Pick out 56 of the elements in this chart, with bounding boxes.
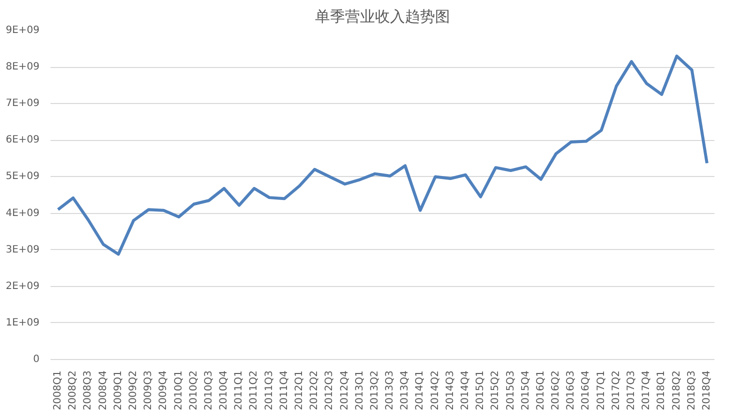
x-tick-label: 2009Q3 [143,370,154,410]
y-tick-label: 2E+09 [6,280,40,292]
x-tick-label: 2012Q3 [324,370,336,410]
x-tick-label: 2018Q2 [671,370,682,410]
y-tick-label: 5E+09 [6,171,40,182]
x-tick-label: 2008Q1 [52,370,64,410]
chart-title: 单季营业收入趋势图 [315,8,450,26]
y-tick-label: 0 [33,354,40,365]
x-tick-label: 2013Q3 [384,370,396,410]
x-tick-label: 2016Q3 [566,370,577,410]
x-tick-label: 2015Q2 [490,370,502,410]
x-tick-label: 2014Q2 [430,370,441,410]
line-series [56,54,708,256]
x-tick-label: 2010Q1 [173,370,184,410]
x-tick-label: 2009Q1 [112,370,124,410]
y-tick-label: 6E+09 [6,134,40,146]
x-tick-label: 2013Q4 [400,370,411,410]
x-tick-label: 2010Q3 [203,370,214,410]
y-tick-label: 7E+09 [6,98,40,110]
x-tick-label: 2010Q4 [218,370,230,410]
x-tick-label: 2017Q1 [596,370,607,410]
x-tick-label: 2008Q4 [98,370,109,410]
x-tick-label: 2009Q4 [158,370,170,410]
x-tick-label: 2012Q1 [294,370,305,410]
y-tick-label: 9E+09 [6,25,40,36]
x-tick-label: 2012Q2 [309,370,320,410]
x-tick-label: 2011Q4 [278,370,290,410]
y-tick-label: 3E+09 [6,244,40,256]
x-tick-label: 2017Q4 [641,370,652,410]
x-tick-label: 2014Q3 [444,370,456,410]
x-tick-label: 2017Q2 [610,370,622,410]
x-tick-label: 2014Q4 [460,370,471,410]
x-tick-label: 2015Q4 [520,370,532,410]
x-tick-label: 2016Q2 [550,370,562,410]
y-tick-label: 1E+09 [6,317,40,328]
x-tick-label: 2016Q4 [580,370,592,410]
y-tick-label: 4E+09 [6,208,40,219]
x-tick-label: 2012Q4 [339,370,350,410]
x-tick-label: 2011Q1 [234,370,245,410]
x-tick-label: 2018Q4 [701,370,712,410]
x-tick-label: 2011Q3 [264,370,275,410]
x-tick-label: 2015Q3 [505,370,516,410]
x-tick-label: 2010Q2 [188,370,200,410]
x-tick-label: 2013Q2 [369,370,380,410]
x-tick-label: 2014Q1 [414,370,426,410]
x-tick-label: 2011Q2 [248,370,260,410]
x-tick-label: 2018Q1 [656,370,668,410]
x-tick-label: 2013Q1 [354,370,366,410]
x-tick-label: 2018Q3 [686,370,698,410]
x-tick-label: 2017Q3 [626,370,637,410]
x-tick-label: 2008Q2 [68,370,79,410]
x-tick-label: 2015Q1 [475,370,486,410]
x-tick-label: 2008Q3 [82,370,94,410]
x-tick-label: 2009Q2 [128,370,139,410]
y-tick-label: 8E+09 [6,62,40,73]
x-tick-label: 2016Q1 [535,370,546,410]
